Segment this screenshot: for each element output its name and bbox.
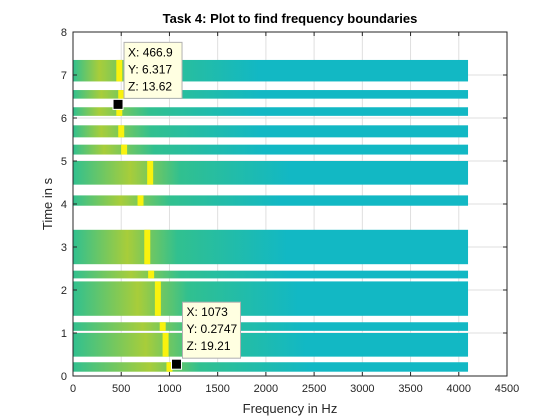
datatip-line: Y: 0.2747 xyxy=(186,322,237,336)
x-tick-label: 2500 xyxy=(302,383,326,395)
spectrogram-band xyxy=(73,125,469,138)
datatip-marker xyxy=(112,98,124,110)
x-tick-label: 0 xyxy=(70,383,76,395)
spectrogram-band xyxy=(73,90,469,99)
spectrogram-band xyxy=(73,195,469,206)
spectrogram-band xyxy=(73,333,469,357)
peak-line xyxy=(118,90,125,99)
peak-line xyxy=(121,144,128,155)
datatip-box xyxy=(181,301,241,359)
y-tick-label: 5 xyxy=(61,156,67,168)
y-tick-label: 6 xyxy=(61,113,67,125)
x-tick-label: 4000 xyxy=(447,383,471,395)
y-tick-label: 1 xyxy=(61,328,67,340)
datatip: X: 466.9 Y: 6.317 Z: 13.62 xyxy=(112,41,183,110)
axes xyxy=(72,31,508,377)
chart-title: Task 4: Plot to find frequency boundarie… xyxy=(163,11,418,26)
spectrogram-band xyxy=(73,107,469,116)
peak-line xyxy=(154,281,161,316)
y-tick-label: 2 xyxy=(61,285,67,297)
x-tick-label: 2000 xyxy=(254,383,278,395)
y-tick-label: 0 xyxy=(61,371,67,383)
datatip: X: 1073 Y: 0.2747 Z: 19.21 xyxy=(170,301,241,370)
spectrogram-band xyxy=(73,161,469,185)
datatip-line: Y: 6.317 xyxy=(128,62,172,76)
y-tick-label: 4 xyxy=(61,199,67,211)
peak-line xyxy=(137,195,144,206)
datatip-line: X: 1073 xyxy=(186,305,228,319)
spectrogram-band xyxy=(73,144,469,155)
peak-line xyxy=(144,229,151,265)
x-tick-label: 1000 xyxy=(157,383,181,395)
peak-line xyxy=(116,59,123,82)
x-axis-label: Frequency in Hz xyxy=(243,401,338,416)
peak-line xyxy=(116,107,123,116)
peak-line xyxy=(166,362,173,372)
datatips[interactable]: X: 466.9 Y: 6.317 Z: 13.62 X: 1073 Y: 0.2747… xyxy=(112,41,241,370)
x-tick-label: 1500 xyxy=(205,383,229,395)
x-tick-label: 4500 xyxy=(495,383,519,395)
x-tick-label: 500 xyxy=(112,383,130,395)
x-tick-label: 3500 xyxy=(398,383,422,395)
datatip-box xyxy=(123,41,183,99)
x-tick-label: 3000 xyxy=(350,383,374,395)
peak-line xyxy=(159,322,166,331)
peak-line xyxy=(148,270,155,279)
y-tick-label: 8 xyxy=(61,27,67,39)
datatip-marker xyxy=(170,358,182,370)
spectrogram-bands xyxy=(73,59,469,372)
y-tick-label: 7 xyxy=(61,70,67,82)
spectrogram-band xyxy=(73,270,469,279)
y-axis-label: Time in s xyxy=(40,177,55,230)
spectrogram-band xyxy=(73,362,469,372)
y-tick-label: 3 xyxy=(61,242,67,254)
datatip-line: Z: 13.62 xyxy=(128,79,172,93)
spectrogram-band xyxy=(73,322,469,331)
peak-line xyxy=(162,333,169,357)
datatip-line: X: 466.9 xyxy=(128,45,173,59)
peak-line xyxy=(118,125,125,138)
tick-labels: 0 500 1000 1500 2000 2500 3000 3500 4000 4500 0 1 2 3… xyxy=(61,27,519,395)
spectrogram-band xyxy=(73,281,469,316)
datatip-line: Z: 19.21 xyxy=(186,339,230,353)
peak-line xyxy=(147,161,154,185)
spectrogram-band xyxy=(73,229,469,265)
